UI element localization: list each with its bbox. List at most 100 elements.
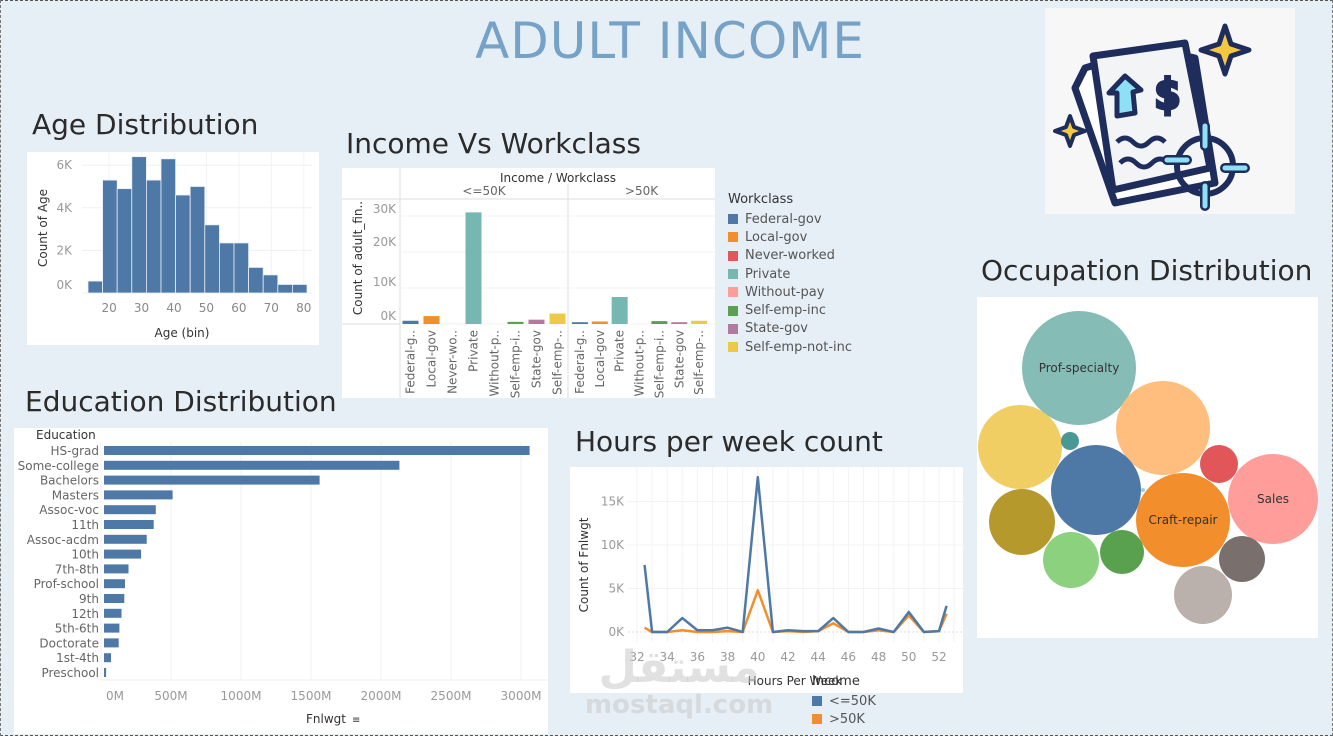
legend-label: Self-emp-not-inc [745, 339, 853, 355]
x-tick-label: Never-wo.. [446, 330, 460, 394]
legend-item[interactable]: State-gov [728, 320, 852, 338]
workclass-bar[interactable] [611, 297, 628, 324]
age-bar[interactable] [175, 194, 191, 294]
category-label: Some-college [18, 459, 99, 473]
education-bar[interactable] [104, 490, 173, 500]
occupation-bubble[interactable] [989, 489, 1055, 555]
occupation-bubble[interactable] [1116, 381, 1210, 475]
workclass-bar[interactable] [423, 316, 440, 324]
legend-swatch [812, 714, 822, 725]
education-bar[interactable] [104, 520, 154, 529]
legend-item[interactable]: Federal-gov [728, 210, 852, 228]
legend-item[interactable]: >50K [812, 710, 876, 728]
occupation-bubble[interactable] [978, 405, 1062, 489]
education-bar[interactable] [104, 505, 156, 515]
education-bar-chart[interactable]: Education 0M 500M 1000M 1500M 2000M 2500M 3000M… [14, 428, 548, 734]
age-bar[interactable] [233, 242, 250, 294]
legend-swatch [728, 287, 738, 298]
workclass-bar[interactable] [671, 322, 688, 324]
occupation-bubble[interactable] [1100, 530, 1144, 574]
category-label: 1st-4th [56, 651, 99, 665]
occupation-bubble[interactable] [1141, 488, 1145, 492]
age-bar[interactable] [102, 179, 118, 294]
workclass-bar[interactable] [651, 321, 668, 324]
education-bar[interactable] [104, 475, 320, 485]
education-bar[interactable] [104, 594, 125, 603]
hours-line-chart[interactable]: 0K 5K 10K 15K 32 34 36 38 40 42 44 46 48 50 52 Hours Pe… [570, 467, 963, 693]
legend-item[interactable]: Self-emp-not-inc [728, 338, 852, 356]
x-tick-label: 36 [690, 650, 705, 664]
x-tick-label: 60 [231, 301, 246, 315]
education-bar[interactable] [104, 549, 142, 559]
occupation-bubble[interactable] [1219, 536, 1265, 582]
age-bar[interactable] [116, 188, 133, 294]
x-tick-label: 70 [264, 301, 279, 315]
education-bar[interactable] [104, 534, 147, 544]
age-bar[interactable] [131, 156, 147, 294]
workclass-bar-chart[interactable]: Income / Workclass 0K 10K 20K 30K Count of ad… [342, 168, 715, 398]
x-tick-label: 44 [811, 650, 826, 664]
age-bar[interactable] [291, 284, 308, 294]
legend-swatch [812, 696, 822, 707]
x-tick-label: 40 [750, 650, 765, 664]
age-bar[interactable] [146, 179, 162, 294]
occupation-bubble[interactable] [1022, 311, 1136, 425]
x-axis-title[interactable]: Fnlwgt [306, 712, 346, 726]
age-bar[interactable] [218, 242, 235, 294]
occupation-bubble[interactable] [1061, 432, 1079, 450]
workclass-bar[interactable] [691, 320, 708, 324]
age-bar[interactable] [277, 284, 293, 294]
workclass-bar[interactable] [507, 321, 524, 324]
occupation-bubble[interactable] [1174, 566, 1232, 624]
workclass-bar[interactable] [571, 322, 588, 324]
pane-header: <=50K [462, 184, 506, 198]
education-bar[interactable] [104, 579, 125, 589]
education-bar[interactable] [104, 608, 122, 618]
category-label: Prof-school [34, 577, 99, 591]
x-tick-label: 40 [166, 301, 181, 315]
age-histogram[interactable]: 0K 2K 4K 6K 20 30 40 50 60 70 80 Age (bin) Count of … [27, 152, 319, 345]
occupation-bubble[interactable] [1051, 445, 1141, 535]
age-bar[interactable] [262, 274, 279, 294]
workclass-bar[interactable] [549, 313, 566, 324]
legend-item[interactable]: Without-pay [728, 283, 852, 301]
occupation-bubble[interactable] [1043, 532, 1099, 588]
education-bar[interactable] [104, 638, 119, 648]
age-bar[interactable] [248, 267, 264, 294]
education-bar[interactable] [104, 653, 111, 663]
legend-item[interactable]: <=50K [812, 692, 876, 710]
x-tick-label: 0M [106, 689, 124, 703]
x-axis-title: Age (bin) [155, 326, 210, 340]
education-bar[interactable] [104, 446, 530, 455]
education-bar[interactable] [104, 564, 129, 574]
line-series[interactable] [643, 475, 948, 634]
age-bar[interactable] [204, 224, 220, 294]
occupation-bubble-chart[interactable]: Prof-specialty Sales Craft-repair [977, 297, 1318, 638]
education-bar[interactable] [104, 460, 400, 470]
occupation-bubble[interactable] [1228, 454, 1318, 544]
legend-item[interactable]: Private [728, 265, 852, 283]
age-bar[interactable] [87, 280, 104, 294]
workclass-bar[interactable] [591, 321, 608, 324]
age-bar[interactable] [160, 158, 177, 294]
legend-item[interactable]: Local-gov [728, 228, 852, 246]
x-tick-label: 20 [101, 301, 116, 315]
income-legend: Income <=50K >50K [812, 674, 876, 729]
occupation-bubble[interactable] [1136, 473, 1230, 567]
legend-item[interactable]: Never-worked [728, 247, 852, 265]
legend-item[interactable]: Self-emp-inc [728, 301, 852, 319]
x-tick-label: Without-p.. [488, 330, 502, 396]
workclass-bar[interactable] [528, 319, 545, 324]
sort-icon[interactable]: ≡ [352, 715, 360, 726]
education-bar[interactable] [104, 623, 120, 633]
workclass-bar[interactable] [402, 320, 419, 324]
legend-label: Federal-gov [745, 211, 822, 227]
category-label: Bachelors [40, 474, 99, 488]
age-bar[interactable] [189, 186, 206, 294]
y-tick-label: 0K [608, 625, 625, 639]
y-tick-label: 5K [608, 582, 625, 596]
education-bar[interactable] [104, 668, 107, 677]
workclass-bar[interactable] [465, 212, 482, 324]
occupation-bubble[interactable] [1200, 445, 1238, 483]
workclass-legend-title: Workclass [728, 192, 794, 207]
